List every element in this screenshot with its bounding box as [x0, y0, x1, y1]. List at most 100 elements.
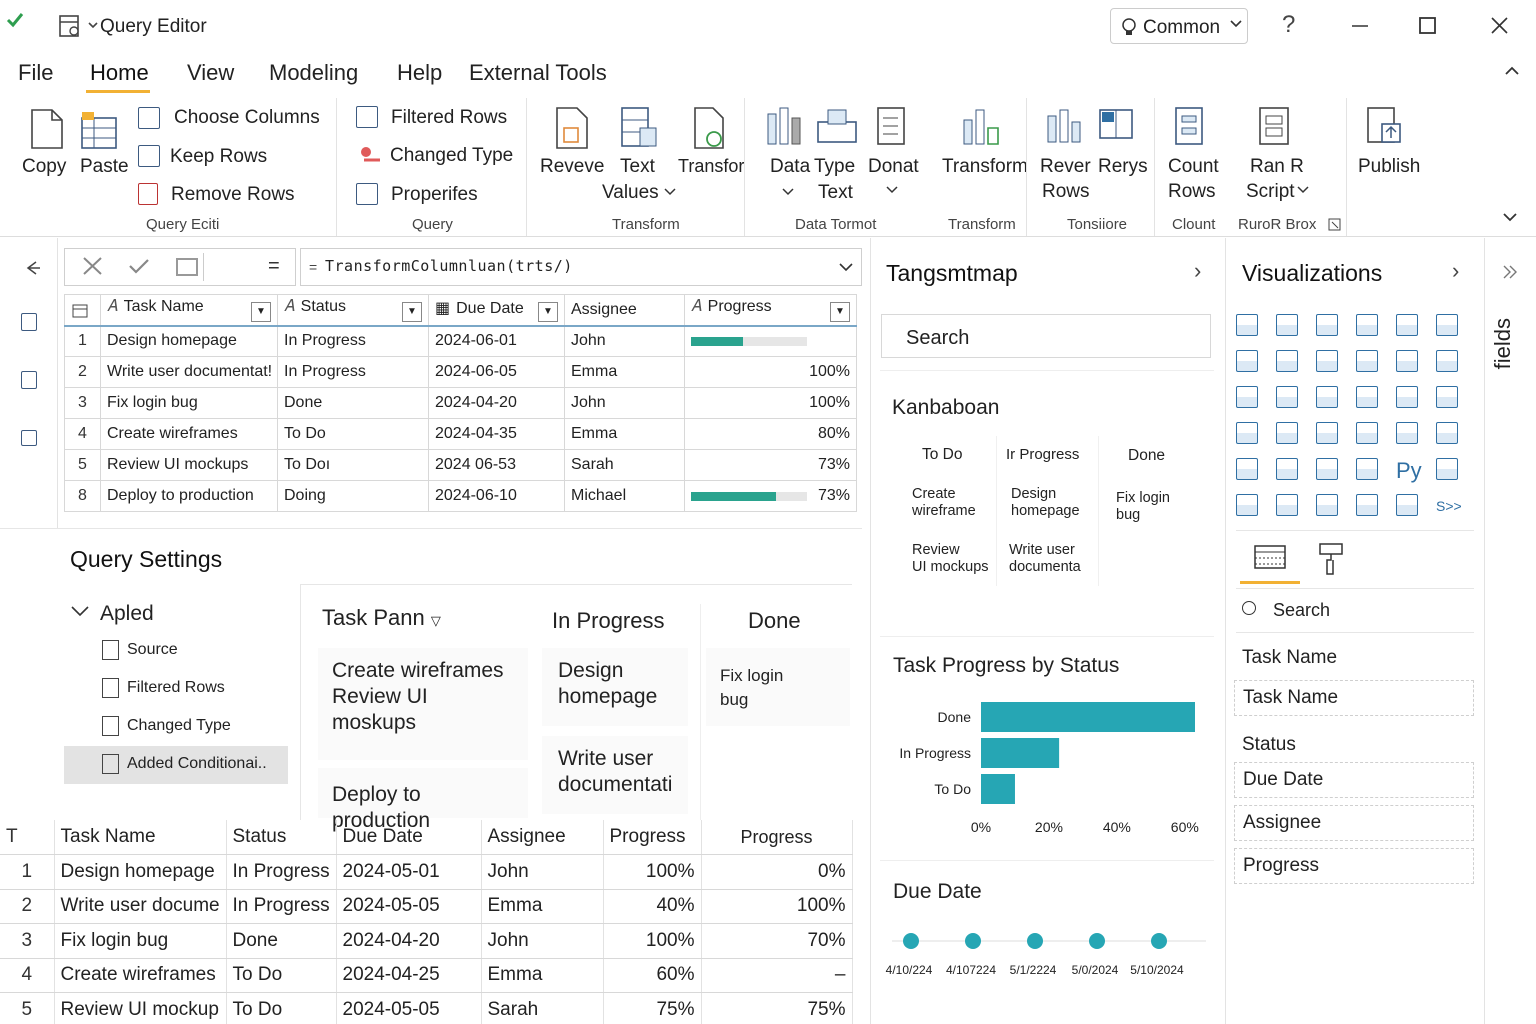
cell-status[interactable]: Done: [226, 923, 337, 959]
choose-columns-button[interactable]: Choose Columns: [174, 107, 320, 128]
publish-button[interactable]: Publish: [1358, 156, 1421, 177]
reveve-button[interactable]: Reveve: [540, 156, 605, 177]
collapse-ribbon-icon[interactable]: [1504, 64, 1520, 78]
kanban-card[interactable]: Fix login bug: [1116, 490, 1170, 524]
field-well[interactable]: Task Name: [1234, 680, 1474, 716]
column-header-index[interactable]: T: [0, 820, 55, 855]
timeline-point[interactable]: [903, 933, 919, 949]
cell-assignee[interactable]: Emma: [564, 418, 685, 450]
donut-chart-icon[interactable]: [1396, 386, 1418, 408]
ran-script-line2[interactable]: Script: [1246, 181, 1295, 202]
cell-due-date[interactable]: 2024 06-53: [428, 449, 565, 481]
kpi-icon[interactable]: [1236, 458, 1258, 480]
filtered-rows-button[interactable]: Filtered Rows: [391, 107, 508, 128]
matrix-icon[interactable]: [1396, 422, 1418, 444]
cell-status[interactable]: To Do: [277, 418, 429, 450]
filter-dropdown-icon[interactable]: ▼: [538, 301, 558, 322]
report-view-icon[interactable]: [21, 313, 37, 331]
kanban-card[interactable]: Review UI mockups: [912, 542, 989, 576]
funnel-chart-icon[interactable]: [1236, 386, 1258, 408]
cell-progress[interactable]: 80%: [684, 418, 857, 450]
cell-due-date[interactable]: 2024-05-01: [336, 854, 482, 890]
bar[interactable]: [981, 702, 1195, 732]
formula-input[interactable]: = TransformColumnluan(trts/): [300, 248, 862, 286]
cell-task-name[interactable]: Write user documentat!: [100, 356, 278, 388]
remove-rows-button[interactable]: Remove Rows: [171, 184, 295, 205]
format-paint-icon[interactable]: [1318, 542, 1344, 576]
cell-progress[interactable]: 100%: [603, 854, 702, 890]
cell-progress-2[interactable]: 70%: [701, 923, 853, 959]
menu-file[interactable]: File: [18, 60, 54, 85]
cell-status[interactable]: In Progress: [277, 325, 429, 357]
column-chart-icon[interactable]: [1356, 314, 1378, 336]
timeline-point[interactable]: [1089, 933, 1105, 949]
column-header-assignee[interactable]: Assignee: [481, 820, 604, 855]
chevron-right-icon[interactable]: ›: [1194, 258, 1202, 283]
changed-type-button[interactable]: Changed Type: [390, 145, 514, 166]
type-text-line2[interactable]: Text: [818, 182, 853, 203]
cell-progress-2[interactable]: 0%: [701, 854, 853, 890]
cell-assignee[interactable]: Emma: [564, 356, 685, 388]
clustered-column-icon[interactable]: [1396, 314, 1418, 336]
cell-task-name[interactable]: Design homepage: [54, 854, 227, 890]
key-influencers-icon[interactable]: [1236, 494, 1258, 516]
kanban-visual[interactable]: [880, 370, 1214, 632]
cell-progress[interactable]: 40%: [603, 889, 702, 924]
cell-status[interactable]: Doing: [277, 480, 429, 512]
row-number[interactable]: 5: [0, 992, 55, 1024]
gauge-icon[interactable]: [1316, 458, 1338, 480]
cancel-formula-icon[interactable]: [82, 256, 104, 276]
timeline-point[interactable]: [1151, 933, 1167, 949]
row-number[interactable]: 4: [0, 958, 55, 993]
table-row[interactable]: 3 Fix login bug Done 2024-04-20 John 100% 70%: [0, 923, 853, 959]
applied-step[interactable]: Added Conditionai..: [64, 746, 288, 784]
column-header-progress-2[interactable]: Progress: [701, 820, 853, 855]
row-number[interactable]: 3: [0, 923, 55, 959]
cell-progress[interactable]: 60%: [603, 958, 702, 993]
filter-dropdown-icon[interactable]: ▼: [251, 301, 271, 322]
decomposition-tree-icon[interactable]: [1276, 494, 1298, 516]
column-header-task-name[interactable]: 𝐴 Task Name ▼: [100, 294, 278, 327]
kanban-card[interactable]: Deploy to production: [318, 768, 528, 832]
timeline-point[interactable]: [965, 933, 981, 949]
rever-rows-line1[interactable]: Rever: [1040, 156, 1091, 177]
menu-view[interactable]: View: [187, 60, 235, 85]
row-number[interactable]: 5: [64, 449, 101, 481]
timeline-point[interactable]: [1027, 933, 1043, 949]
column-header-progress[interactable]: Progress: [603, 820, 702, 855]
script-visual-icon[interactable]: S>>: [1436, 498, 1462, 514]
field-well[interactable]: Assignee: [1234, 805, 1474, 841]
cell-status[interactable]: To Do: [226, 958, 337, 993]
chevron-down-icon[interactable]: [70, 604, 90, 618]
column-header-due-date[interactable]: Due Date: [336, 820, 482, 855]
cell-progress-2[interactable]: 100%: [701, 889, 853, 924]
cell-assignee[interactable]: Emma: [481, 889, 604, 924]
table-row[interactable]: 3 Fix login bug Done 2024-04-20 John 100%: [64, 387, 857, 419]
cell-due-date[interactable]: 2024-06-10: [428, 480, 565, 512]
help-button[interactable]: ?: [1282, 11, 1296, 38]
cell-task-name[interactable]: Fix login bug: [54, 923, 227, 959]
cell-task-name[interactable]: Fix login bug: [100, 387, 278, 419]
python-visual-icon[interactable]: Py: [1396, 458, 1422, 483]
cell-task-name[interactable]: Write user docume: [54, 889, 227, 924]
query-editor-icon[interactable]: [58, 14, 98, 38]
cell-progress-2[interactable]: –: [701, 958, 853, 993]
filter-dropdown-icon[interactable]: ▼: [402, 301, 422, 322]
table-row[interactable]: 1 Design homepage In Progress 2024-05-01 Joh…: [0, 854, 853, 890]
cell-due-date[interactable]: 2024-04-20: [336, 923, 482, 959]
cell-due-date[interactable]: 2024-04-25: [336, 958, 482, 993]
line-column-icon[interactable]: [1356, 350, 1378, 372]
column-header-status[interactable]: Status: [226, 820, 337, 855]
bar[interactable]: [981, 738, 1060, 768]
menu-home[interactable]: Home: [90, 60, 149, 85]
model-view-icon[interactable]: [21, 430, 37, 446]
row-number[interactable]: 2: [64, 356, 101, 388]
copy-button[interactable]: Copy: [22, 156, 67, 177]
kanban-card[interactable]: Create wireframes Review UI moskups: [318, 648, 528, 760]
properties-button[interactable]: Properifes: [391, 184, 478, 205]
cell-task-name[interactable]: Create wireframes: [100, 418, 278, 450]
cell-due-date[interactable]: 2024-06-01: [428, 325, 565, 357]
table-row[interactable]: 2 Write user documentat! In Progress 2024-0…: [64, 356, 857, 388]
table-row[interactable]: 5 Review UI mockup To Do 2024-05-05 Sarah 75%…: [0, 992, 853, 1024]
commit-formula-icon[interactable]: [128, 257, 150, 275]
